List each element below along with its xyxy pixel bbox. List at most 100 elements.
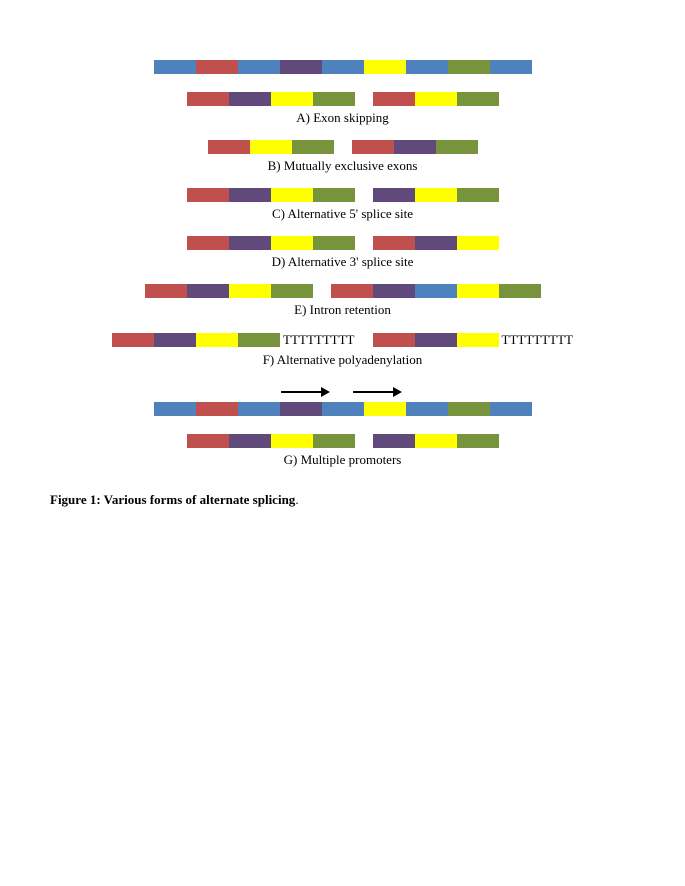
exon-bar — [373, 333, 499, 347]
exon-segment — [457, 434, 499, 448]
exon-segment — [490, 60, 532, 74]
reference-bar-row — [0, 60, 685, 74]
exon-segment — [436, 140, 478, 154]
caption-suffix: . — [295, 492, 298, 507]
exon-segment — [364, 60, 406, 74]
panel-G-label: G) Multiple promoters — [0, 452, 685, 468]
exon-segment — [196, 333, 238, 347]
exon-segment — [415, 92, 457, 106]
exon-segment — [154, 333, 196, 347]
exon-bar — [187, 236, 355, 250]
exon-segment — [196, 402, 238, 416]
exon-segment — [415, 333, 457, 347]
panel-A-label: A) Exon skipping — [0, 110, 685, 126]
exon-segment — [313, 188, 355, 202]
exon-segment — [373, 236, 415, 250]
exon-bar — [373, 188, 499, 202]
exon-segment — [238, 60, 280, 74]
exon-segment — [406, 60, 448, 74]
exon-segment — [448, 402, 490, 416]
exon-segment — [271, 434, 313, 448]
exon-segment — [499, 284, 541, 298]
caption-bold: Figure 1: Various forms of alternate spl… — [50, 492, 295, 507]
exon-segment — [280, 60, 322, 74]
exon-bar — [145, 284, 313, 298]
exon-segment — [280, 402, 322, 416]
exon-segment — [373, 333, 415, 347]
exon-segment — [373, 284, 415, 298]
panel-F-row: TTTTTTTTT TTTTTTTTT — [0, 332, 685, 348]
polyA-wrap: TTTTTTTTT — [373, 332, 573, 348]
promoter-arrows-row — [0, 382, 685, 402]
exon-segment — [271, 92, 313, 106]
exon-segment — [208, 140, 250, 154]
panel-D-label: D) Alternative 3' splice site — [0, 254, 685, 270]
exon-segment — [322, 60, 364, 74]
panel-F-label: F) Alternative polyadenylation — [0, 352, 685, 368]
exon-segment — [322, 402, 364, 416]
panel-G-gene-row — [0, 402, 685, 416]
exon-segment — [229, 284, 271, 298]
exon-segment — [373, 434, 415, 448]
exon-segment — [415, 284, 457, 298]
exon-segment — [238, 333, 280, 347]
promoter-arrow-icon — [281, 385, 331, 399]
exon-segment — [373, 188, 415, 202]
exon-segment — [271, 284, 313, 298]
exon-segment — [250, 140, 292, 154]
exon-segment — [394, 140, 436, 154]
exon-segment — [196, 60, 238, 74]
exon-bar — [154, 402, 532, 416]
exon-bar — [331, 284, 541, 298]
exon-segment — [187, 434, 229, 448]
exon-segment — [373, 92, 415, 106]
exon-segment — [187, 236, 229, 250]
exon-segment — [313, 434, 355, 448]
exon-segment — [112, 333, 154, 347]
exon-bar — [373, 434, 499, 448]
exon-bar — [373, 236, 499, 250]
panel-D-row — [0, 236, 685, 250]
panel-G-row — [0, 434, 685, 448]
exon-segment — [457, 188, 499, 202]
promoter-arrow-icon — [353, 385, 403, 399]
panel-E-row — [0, 284, 685, 298]
exon-segment — [313, 236, 355, 250]
exon-segment — [154, 402, 196, 416]
figure-caption: Figure 1: Various forms of alternate spl… — [50, 492, 685, 508]
exon-segment — [457, 333, 499, 347]
panel-A-row — [0, 92, 685, 106]
panel-E-label: E) Intron retention — [0, 302, 685, 318]
exon-segment — [457, 92, 499, 106]
exon-segment — [187, 92, 229, 106]
exon-bar — [154, 60, 532, 74]
exon-segment — [415, 188, 457, 202]
panel-B-row — [0, 140, 685, 154]
exon-segment — [406, 402, 448, 416]
exon-segment — [271, 188, 313, 202]
polyA-tail-text: TTTTTTTTT — [280, 332, 354, 348]
exon-segment — [229, 92, 271, 106]
exon-bar — [208, 140, 334, 154]
exon-segment — [187, 188, 229, 202]
exon-bar — [187, 92, 355, 106]
exon-segment — [457, 236, 499, 250]
exon-bar — [112, 333, 280, 347]
exon-segment — [292, 140, 334, 154]
panels-container: A) Exon skipping B) Mutually exclusive ex… — [0, 92, 685, 468]
exon-bar — [373, 92, 499, 106]
panel-C-row — [0, 188, 685, 202]
exon-segment — [238, 402, 280, 416]
exon-segment — [229, 188, 271, 202]
polyA-tail-text: TTTTTTTTT — [499, 332, 573, 348]
polyA-wrap: TTTTTTTTT — [112, 332, 354, 348]
exon-segment — [331, 284, 373, 298]
exon-segment — [415, 236, 457, 250]
panel-B-label: B) Mutually exclusive exons — [0, 158, 685, 174]
exon-segment — [145, 284, 187, 298]
exon-segment — [313, 92, 355, 106]
panel-C-label: C) Alternative 5' splice site — [0, 206, 685, 222]
exon-bar — [187, 434, 355, 448]
exon-segment — [229, 434, 271, 448]
exon-segment — [271, 236, 313, 250]
